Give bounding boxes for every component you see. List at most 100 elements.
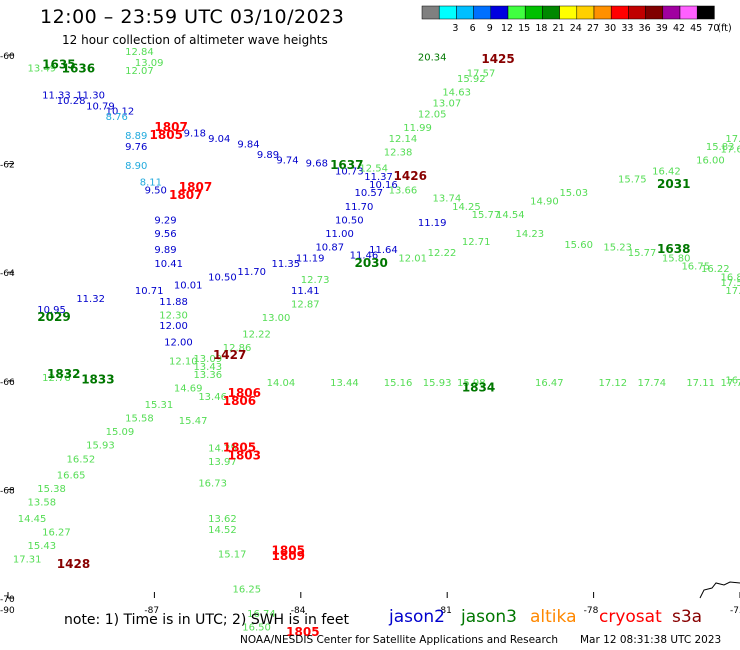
wave-height-value: 12.71	[462, 237, 491, 248]
scale-label: 3	[452, 23, 458, 34]
pass-time-label: 1638	[657, 242, 690, 256]
lat-label: -60	[0, 52, 15, 62]
pass-time-label: 1805	[286, 625, 319, 639]
wave-height-value: 12.07	[125, 66, 154, 77]
scale-swatch	[662, 5, 681, 20]
lon-label: -78	[584, 606, 599, 616]
wave-height-value: 8.89	[125, 131, 147, 142]
wave-height-value: 15.92	[457, 74, 486, 85]
scale-unit: (ft)	[717, 23, 731, 34]
scale-label: 27	[587, 23, 599, 34]
wave-height-value: 12.84	[125, 47, 154, 58]
wave-height-value: 9.89	[257, 150, 279, 161]
wave-height-value: 15.80	[662, 253, 691, 264]
wave-height-value: 11.88	[159, 297, 188, 308]
scale-label: 15	[518, 23, 530, 34]
wave-height-value: 10.41	[154, 259, 183, 270]
wave-height-value: 12.76	[42, 373, 71, 384]
wave-height-value: 14.25	[452, 202, 481, 213]
scale-label: 39	[656, 23, 668, 34]
wave-height-value: 17.74	[638, 378, 667, 389]
wave-height-value: 11.33	[42, 90, 71, 101]
wave-height-value: 17.15	[725, 134, 740, 145]
wave-height-value: 14.45	[18, 514, 47, 525]
wave-height-value: 9.76	[125, 142, 147, 153]
page-subtitle: 12 hour collection of altimeter wave hei…	[62, 33, 328, 47]
lat-label: -68	[0, 486, 15, 496]
wave-height-value: 17.55	[720, 278, 740, 289]
pass-time-label: 1833	[81, 373, 114, 387]
pass-time-label: 1803	[228, 449, 261, 463]
scale-label: 18	[535, 23, 547, 34]
scale-swatch	[421, 5, 440, 20]
scale-label: 36	[639, 23, 651, 34]
scale-label: 42	[673, 23, 685, 34]
wave-height-value: 16.22	[701, 264, 730, 275]
wave-height-value: 17.12	[598, 378, 627, 389]
wave-height-value: 10.73	[335, 166, 364, 177]
wave-height-value: 15.16	[384, 378, 413, 389]
wave-height-value: 13.43	[193, 362, 222, 373]
wave-height-value: 17.11	[686, 378, 715, 389]
scale-label: 45	[690, 23, 702, 34]
pass-time-label: 1805	[150, 128, 183, 142]
wave-height-value: 17.31	[13, 555, 42, 566]
wave-height-value: 13.66	[389, 185, 418, 196]
wave-height-value: 15.58	[125, 414, 154, 425]
scale-label: 70	[707, 23, 719, 34]
scale-swatch	[524, 5, 543, 20]
scale-swatch	[696, 5, 715, 20]
scale-swatch	[559, 5, 578, 20]
scale-swatch	[542, 5, 560, 20]
pass-time-label: 1834	[462, 381, 495, 395]
wave-height-value: 15.98	[457, 378, 486, 389]
wave-height-value: 12.87	[291, 299, 320, 310]
legend-s3a: s3a	[672, 607, 703, 627]
wave-height-value: 12.22	[428, 248, 457, 259]
pass-time-label: 1428	[57, 557, 90, 571]
wave-height-value: 12.05	[418, 109, 447, 120]
wave-height-value: 17.83	[725, 286, 740, 297]
wave-height-value: 15.75	[618, 175, 647, 186]
pass-time-label: 1807	[154, 120, 187, 134]
wave-height-value: 16.75	[681, 261, 710, 272]
wave-height-value: 14.90	[530, 196, 559, 207]
wave-height-value: 13.44	[330, 378, 359, 389]
scale-swatch	[679, 5, 698, 20]
wave-height-value: 10.71	[135, 286, 164, 297]
pass-time-label: 1832	[47, 367, 80, 381]
wave-height-value: 14.52	[208, 525, 237, 536]
wave-height-value: 15.93	[86, 441, 115, 452]
wave-height-value: 10.12	[106, 107, 135, 118]
wave-height-value: 17.77	[720, 378, 740, 389]
wave-height-value: 16.52	[67, 454, 96, 465]
wave-height-value: 11.37	[364, 172, 393, 183]
wave-height-value: 9.68	[306, 158, 328, 169]
wave-height-value: 16.27	[42, 528, 71, 539]
wave-height-value: 13.58	[28, 498, 57, 509]
wave-height-value: 14.23	[516, 229, 545, 240]
wave-height-value: 15.93	[423, 378, 452, 389]
wave-height-value: 20.34	[418, 52, 447, 63]
scale-swatch	[593, 5, 612, 20]
wave-height-value: 13.97	[208, 457, 237, 468]
wave-height-value: 12.00	[164, 338, 193, 349]
wave-height-value: 11.41	[291, 286, 320, 297]
pass-time-label: 2029	[37, 310, 70, 324]
wave-height-value: 10.57	[354, 188, 383, 199]
wave-height-value: 12.14	[389, 134, 418, 145]
scale-swatch	[576, 5, 595, 20]
wave-height-value: 12.54	[359, 164, 388, 175]
wave-height-value: 16.25	[232, 585, 261, 596]
pass-time-label: 1807	[179, 180, 212, 194]
pass-time-label: 1425	[481, 52, 514, 66]
wave-height-value: 10.01	[174, 280, 203, 291]
scale-swatch	[610, 5, 629, 20]
wave-height-value: 11.19	[296, 253, 325, 264]
wave-height-value: 16.69	[725, 376, 740, 387]
wave-height-value: 9.89	[154, 245, 176, 256]
legend-jason3: jason3	[461, 607, 517, 627]
wave-height-value: 15.83	[706, 142, 735, 153]
wave-height-value: 8.90	[125, 161, 147, 172]
